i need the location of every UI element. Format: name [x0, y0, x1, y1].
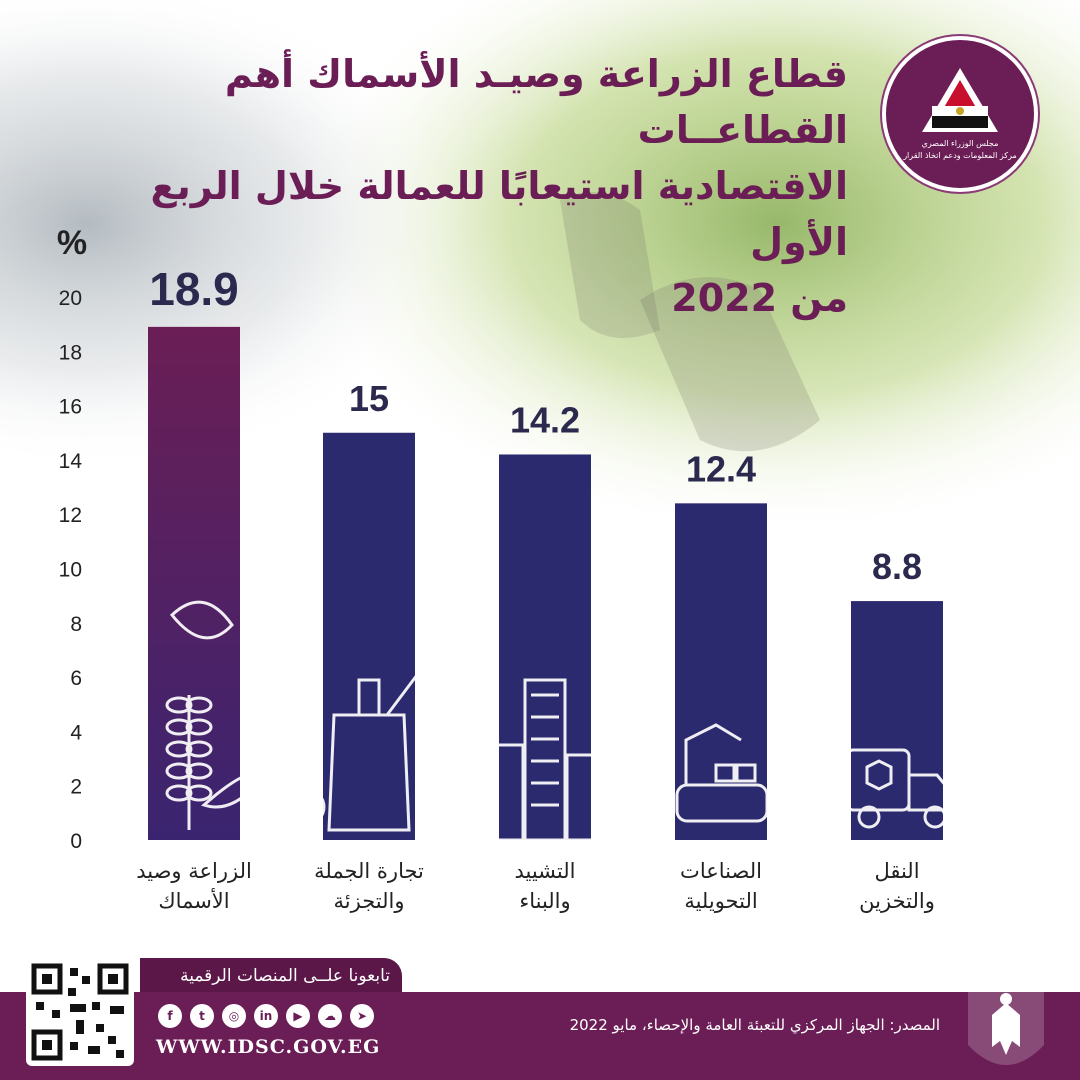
wheat-grain	[185, 784, 213, 802]
telegram-icon[interactable]: ➤	[350, 1004, 374, 1028]
bread	[385, 674, 419, 716]
eagle-emblem-icon	[968, 975, 1044, 1065]
bar	[675, 503, 767, 840]
y-tick-label: 12	[59, 504, 82, 527]
bar	[323, 432, 415, 840]
instagram-icon[interactable]: ◎	[222, 1004, 246, 1028]
y-tick-label: 10	[59, 559, 82, 582]
y-tick-label: 14	[59, 450, 83, 473]
wheat-grain	[165, 740, 193, 758]
wheat-grain	[165, 718, 193, 736]
box	[714, 763, 736, 783]
wheat-grain	[165, 784, 193, 802]
bar-value-label: 15	[349, 378, 389, 419]
carton	[357, 678, 381, 717]
conveyor	[675, 783, 769, 823]
wheat-grain	[165, 696, 193, 714]
category-label: النقل	[874, 859, 919, 883]
source-note: المصدر: الجهاز المركزي للتعبئة العامة وا…	[569, 1016, 940, 1034]
truck-cab	[907, 773, 957, 812]
title-line-3: من 2022	[671, 276, 848, 320]
leaf	[201, 771, 267, 809]
bar	[851, 601, 943, 840]
youtube-icon[interactable]: ▶	[286, 1004, 310, 1028]
category-label: تجارة الجملة	[314, 859, 424, 883]
qr-code[interactable]	[26, 958, 134, 1066]
bar	[499, 454, 591, 840]
twitter-icon[interactable]: t	[190, 1004, 214, 1028]
logo-line-2: مركز المعلومات ودعم اتخاذ القرار	[903, 151, 1017, 160]
wheat-grain	[165, 762, 193, 780]
social-icons: f t ◎ in ▶ ☁ ➤	[158, 1004, 378, 1028]
footer-bar	[0, 992, 1080, 1080]
bar-value-label: 8.8	[872, 546, 922, 587]
bar-value-label: 18.9	[149, 263, 239, 315]
wheat-fish-icon	[165, 600, 267, 830]
delivery-truck-icon	[845, 748, 957, 829]
wheel	[923, 805, 947, 829]
bar-value-label: 14.2	[510, 399, 580, 440]
category-label: الزراعة وصيد	[136, 859, 252, 883]
box	[735, 763, 757, 783]
y-axis-unit: %	[57, 224, 87, 262]
website-url[interactable]: WWW.IDSC.GOV.EG	[156, 1036, 381, 1058]
wheat-grain	[185, 718, 213, 736]
y-tick-label: 2	[70, 776, 82, 799]
buildings-icon	[493, 678, 597, 842]
building-center	[523, 678, 567, 842]
y-tick-label: 8	[70, 613, 82, 636]
soundcloud-icon[interactable]: ☁	[318, 1004, 342, 1028]
idsc-logo: مجلس الوزراء المصري مركز المعلومات ودعم …	[882, 36, 1038, 192]
pyramid-flag-icon	[922, 68, 998, 132]
building-right	[565, 753, 597, 842]
title-line-1: قطاع الزراعة وصيـد الأسماك أهم القطاعــا…	[224, 52, 848, 152]
wheel	[857, 805, 881, 829]
category-label: والتخزين	[859, 889, 935, 913]
category-label: الأسماك	[158, 888, 229, 913]
category-label: الصناعات	[680, 859, 762, 883]
category-label: التحويلية	[684, 889, 757, 913]
bag	[327, 713, 411, 832]
category-label: التشييد	[514, 859, 575, 883]
wheat-grain	[185, 740, 213, 758]
category-label: والبناء	[519, 889, 570, 913]
linkedin-icon[interactable]: in	[254, 1004, 278, 1028]
building-left	[493, 743, 525, 842]
title-line-2: الاقتصادية استيعابًا للعمالة خلال الربع …	[150, 164, 849, 264]
y-tick-label: 18	[59, 341, 82, 364]
y-tick-label: 20	[59, 287, 82, 310]
category-label: والتجزئة	[334, 889, 405, 913]
bar-value-label: 12.4	[686, 448, 756, 489]
apple	[288, 788, 326, 826]
fish-body	[169, 600, 234, 640]
y-tick-label: 6	[70, 667, 82, 690]
wheat-grain	[185, 762, 213, 780]
logo-caption: مجلس الوزراء المصري مركز المعلومات ودعم …	[896, 138, 1024, 162]
wheat-grain	[185, 696, 213, 714]
y-tick-label: 0	[70, 830, 82, 853]
robot-arm-icon	[675, 723, 769, 823]
follow-tab	[140, 958, 402, 994]
facebook-icon[interactable]: f	[158, 1004, 182, 1028]
grocery-bag-icon	[288, 674, 419, 832]
follow-us-text: تابعونا علــى المنصات الرقمية	[180, 966, 390, 986]
bar	[148, 326, 240, 840]
y-tick-label: 4	[70, 721, 82, 744]
y-tick-label: 16	[59, 396, 82, 419]
robot-arm	[684, 723, 742, 785]
infographic-title: قطاع الزراعة وصيـد الأسماك أهم القطاعــا…	[48, 46, 849, 326]
logo-line-1: مجلس الوزراء المصري	[921, 139, 999, 148]
package	[865, 759, 893, 791]
